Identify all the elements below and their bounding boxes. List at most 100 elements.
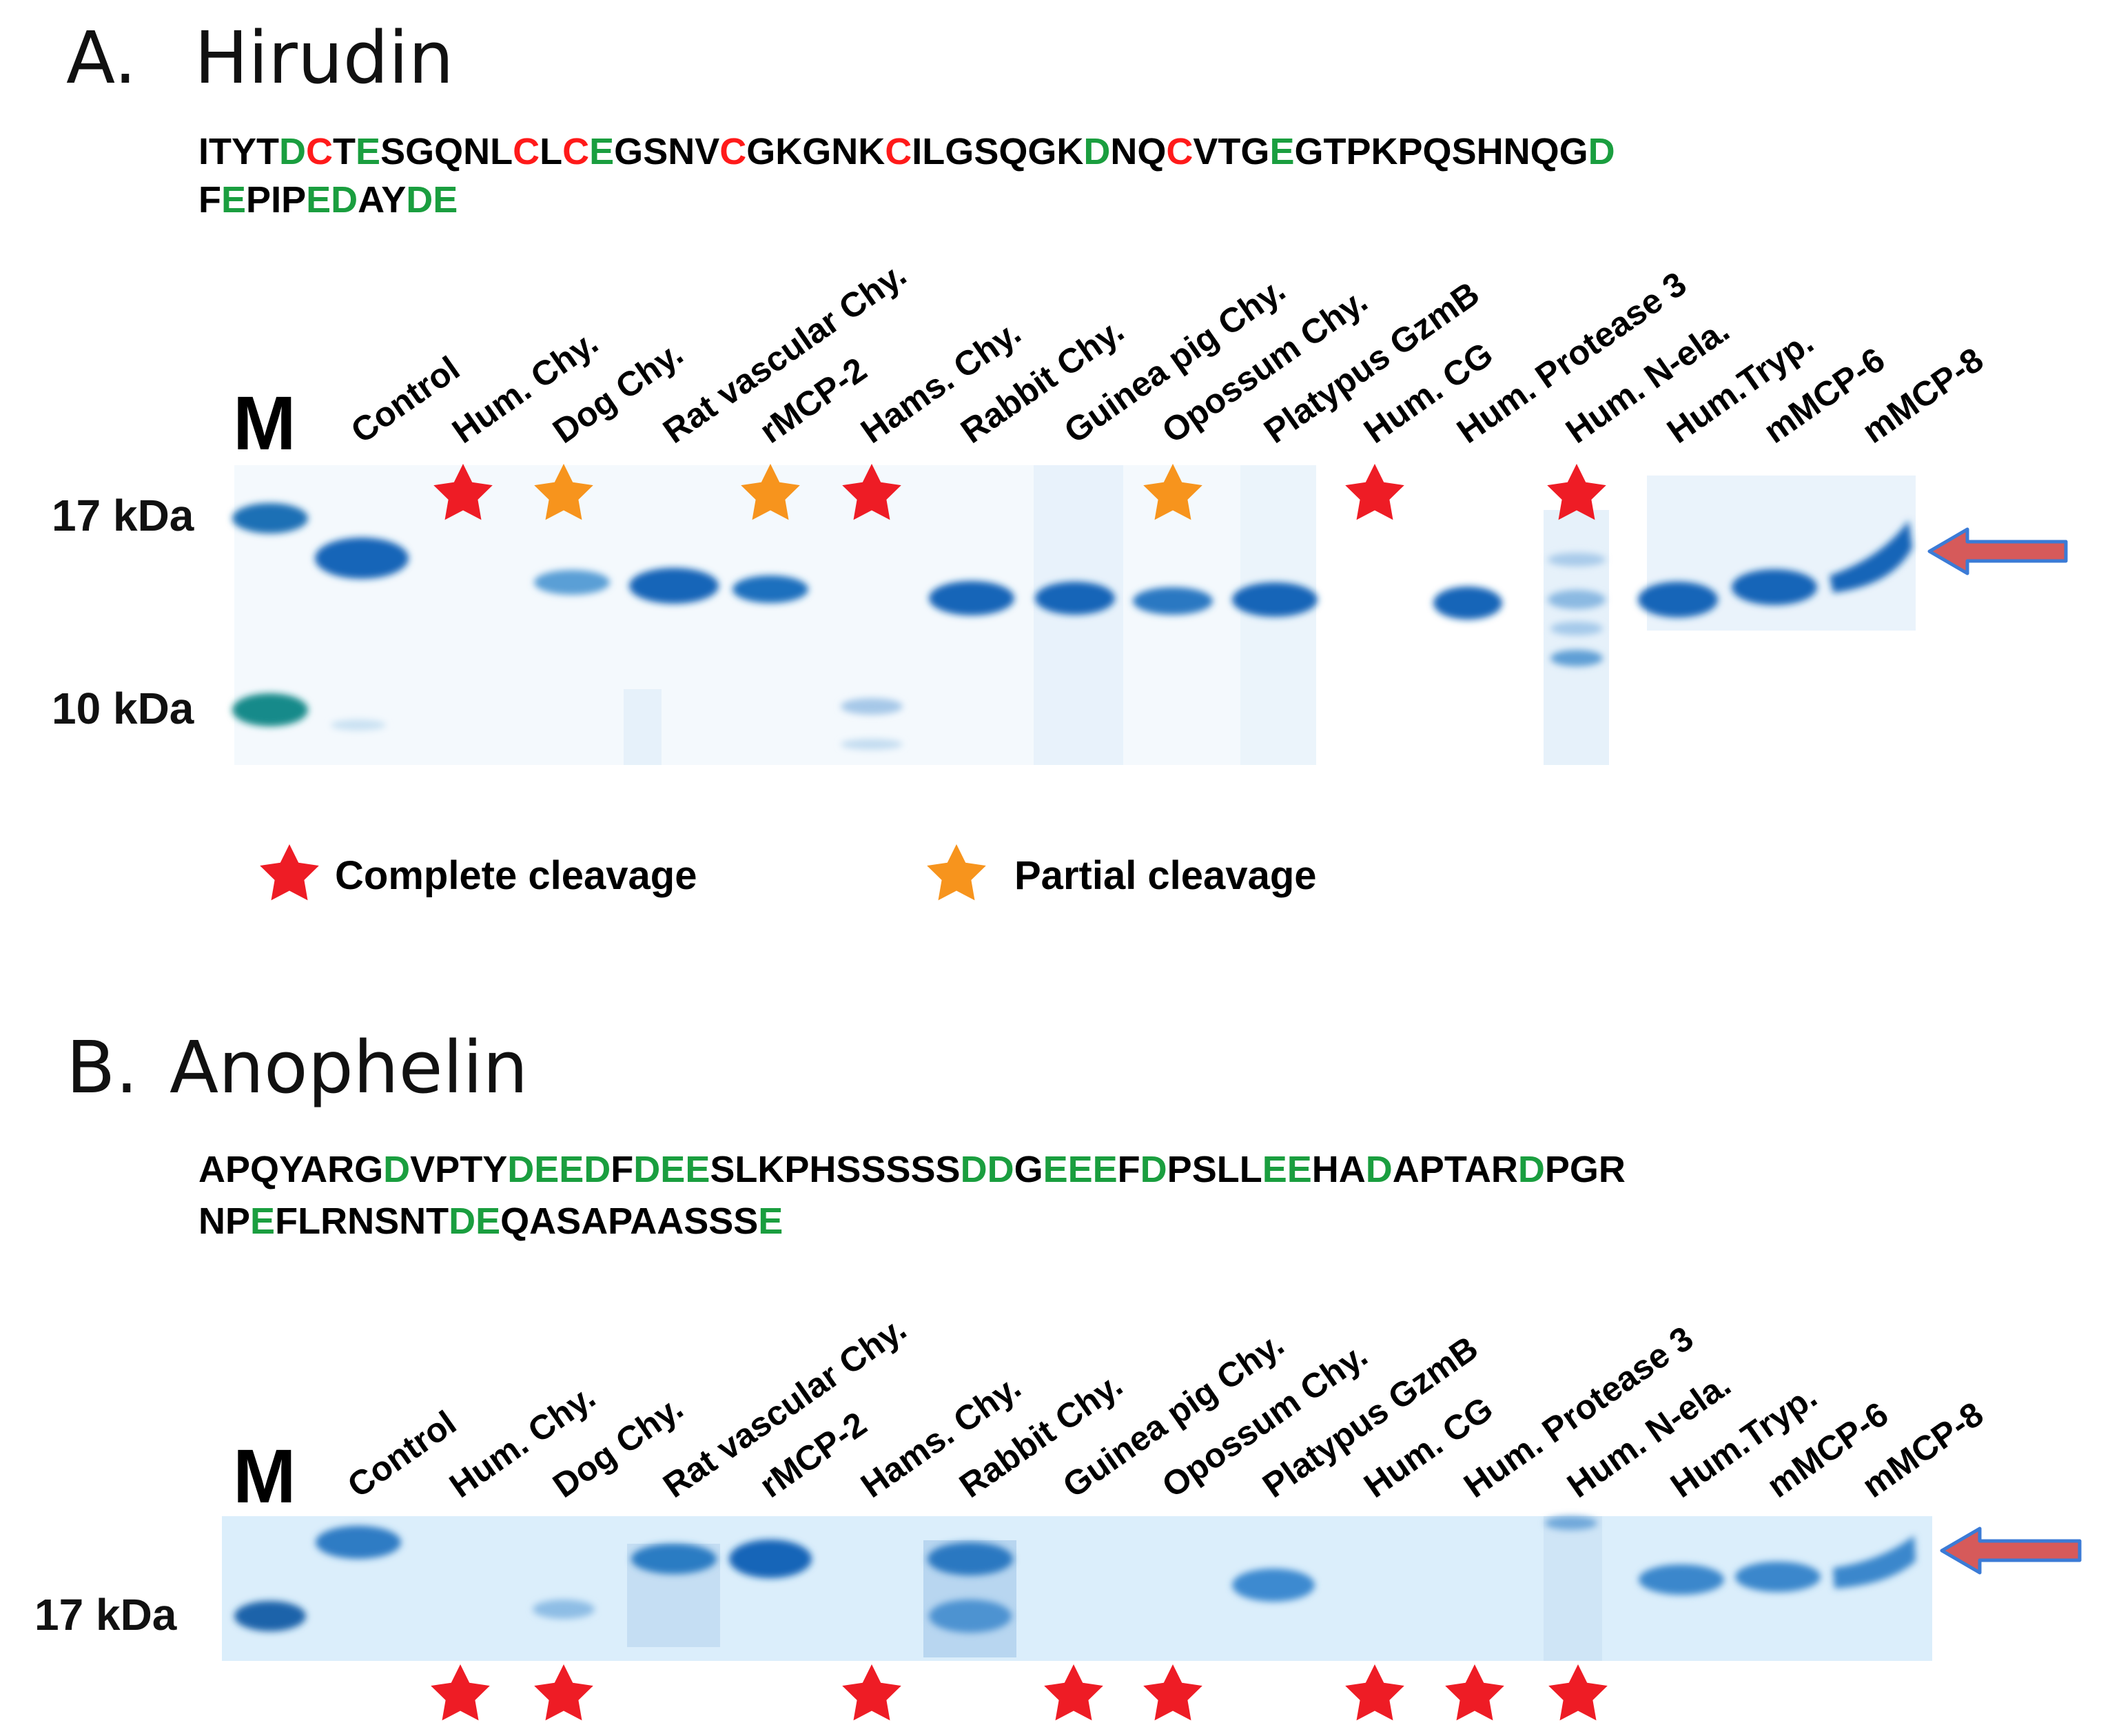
gel-a-band-guinea-pig-chy — [1035, 582, 1115, 615]
panel-b-line1-residue-41: L — [1217, 1149, 1240, 1190]
panel-b-line2-residue-6: R — [320, 1201, 347, 1242]
panel-a-line2-residue-4: I — [271, 179, 281, 221]
panel-b-line1-residue-46: A — [1339, 1149, 1366, 1190]
panel-b-sequence-line-1: APQYARGDVPTYDEEDFDEESLKPHSSSSSDDGEEEFDPS… — [198, 1149, 1626, 1190]
panel-a-arrow-icon — [1927, 527, 2068, 575]
panel-b-line1-residue-50: T — [1444, 1149, 1467, 1190]
panel-a-line1-residue-31: G — [945, 131, 974, 172]
gel-a-band-control — [315, 538, 409, 579]
panel-a-line2-residue-9: Y — [381, 179, 406, 221]
panel-a-line1-residue-18: G — [614, 131, 643, 172]
panel-b-star-complete-hum-protease-3-icon — [1445, 1664, 1504, 1721]
panel-b-marker-label: M — [233, 1434, 296, 1519]
panel-a-line1-residue-10: G — [405, 131, 434, 172]
panel-b-line1-residue-34: E — [1043, 1149, 1068, 1190]
panel-a-star-complete-hum-chy-icon — [433, 464, 493, 520]
panel-b-line1-residue-27: S — [861, 1149, 885, 1190]
panel-a-line1-residue-48: P — [1398, 131, 1423, 172]
gel-b-band-rat-vascular-chy — [631, 1544, 717, 1574]
panel-a-line1-residue-44: G — [1294, 131, 1323, 172]
panel-b-line1-residue-2: P — [225, 1149, 250, 1190]
panel-a-title: Hirudin — [194, 16, 454, 100]
panel-a-mw-17: 17 kDa — [52, 491, 194, 540]
panel-b-line2-residue-9: N — [399, 1201, 426, 1242]
panel-a-line1-residue-24: K — [775, 131, 802, 172]
panel-b-star-complete-dog-chy-icon — [534, 1664, 593, 1721]
panel-b-gel — [222, 1516, 1932, 1661]
gel-a-band-hams-chy-fragment-2 — [841, 739, 903, 750]
panel-b-line2-residue-12: E — [475, 1201, 500, 1242]
gel-a-band-hum-tryp — [1638, 582, 1718, 617]
panel-a-marker-label: M — [233, 381, 296, 466]
panel-b-star-complete-guinea-pig-chy-icon — [1044, 1664, 1103, 1721]
panel-b-line1-residue-19: E — [660, 1149, 685, 1190]
panel-a-line1-residue-27: K — [858, 131, 885, 172]
panel-b-mw-17: 17 kDa — [34, 1590, 177, 1640]
panel-b-line1-residue-47: D — [1366, 1149, 1393, 1190]
panel-b-line2-residue-8: S — [374, 1201, 399, 1242]
panel-b-line1-residue-3: Q — [250, 1149, 279, 1190]
panel-a-line1-residue-7: T — [333, 131, 356, 172]
panel-b-line1-residue-1: A — [198, 1149, 225, 1190]
panel-b-line1-residue-51: A — [1464, 1149, 1491, 1190]
panel-a-line1-residue-17: E — [589, 131, 614, 172]
panel-a-star-partial-dog-chy-icon — [534, 464, 593, 520]
gel-a-band-opossum-chy — [1133, 587, 1213, 615]
panel-b-line1-residue-13: D — [507, 1149, 534, 1190]
panel-a-line1-residue-45: T — [1323, 131, 1346, 172]
panel-b-line2-residue-13: Q — [500, 1201, 529, 1242]
panel-a-sequence-line-2: FEPIPEDAYDE — [198, 179, 458, 221]
panel-b-line2-residue-7: N — [347, 1201, 374, 1242]
panel-b-star-complete-opossum-chy-icon — [1143, 1664, 1202, 1721]
panel-b-line1-residue-43: E — [1262, 1149, 1287, 1190]
gel-a-band-rabbit-chy — [929, 581, 1014, 615]
panel-a-line1-residue-6: C — [306, 131, 333, 172]
panel-a: A. Hirudin ITYTDCTESGQNLCLCEGSNVCGKGNKCI… — [52, 16, 2068, 901]
gel-a-band-rat-vascular-chy — [629, 568, 719, 604]
panel-a-line1-residue-28: C — [885, 131, 912, 172]
panel-a-line1-residue-2: T — [209, 131, 232, 172]
panel-b-sequence-line-2: NPEFLRNSNTDEQASAPAASSSE — [198, 1201, 783, 1242]
gel-b-band-dog-chy — [533, 1600, 595, 1619]
panel-a-line1-residue-4: T — [256, 131, 279, 172]
legend-star-complete-shape — [260, 844, 319, 901]
panel-a-line2-residue-6: E — [306, 179, 331, 221]
gel-a-band-mmcp6 — [1732, 569, 1817, 605]
panel-a-line1-residue-8: E — [356, 131, 380, 172]
panel-a-line1-residue-47: K — [1371, 131, 1398, 172]
panel-b-line1-residue-42: L — [1240, 1149, 1262, 1190]
panel-a-line1-residue-35: K — [1056, 131, 1083, 172]
gel-b-band-mmcp6 — [1735, 1562, 1821, 1592]
panel-a-line1-residue-36: D — [1083, 131, 1110, 172]
panel-a-line1-residue-51: H — [1477, 131, 1504, 172]
panel-b-line2-residue-23: E — [758, 1201, 783, 1242]
panel-a-line2-residue-2: E — [221, 179, 246, 221]
panel-b-line1-residue-36: E — [1093, 1149, 1118, 1190]
panel-a-line1-residue-34: G — [1027, 131, 1056, 172]
panel-a-sequence-line-1: ITYTDCTESGQNLCLCEGSNVCGKGNKCILGSQGKDNQCV… — [198, 131, 1615, 172]
panel-b-line1-residue-48: A — [1393, 1149, 1420, 1190]
panel-b-line1-residue-49: P — [1420, 1149, 1444, 1190]
panel-a-line2-residue-7: D — [331, 179, 358, 221]
panel-a-cleavage-stars — [433, 464, 1606, 520]
panel-a-star-complete-hum-n-ela-icon — [1547, 464, 1606, 520]
gel-b-band-hum-protease3 — [1545, 1516, 1597, 1530]
panel-b-line1-residue-10: P — [435, 1149, 460, 1190]
panel-a-line1-residue-9: S — [380, 131, 405, 172]
gel-b-band-rabbit-chy-1 — [928, 1542, 1013, 1575]
panel-a-lane-label-control: Control — [344, 349, 467, 451]
gel-b-haze-hum-protease3 — [1544, 1516, 1602, 1661]
panel-b-line2-residue-2: P — [225, 1201, 250, 1242]
panel-b-star-complete-hum-cg-icon — [1345, 1664, 1404, 1721]
panel-b-line2-residue-11: D — [449, 1201, 475, 1242]
gel-a-marker-band-17 — [232, 503, 308, 533]
panel-b-line1-residue-25: H — [809, 1149, 836, 1190]
panel-a-star-complete-hams-chy-icon — [842, 464, 901, 520]
panel-b-line1-residue-55: G — [1570, 1149, 1599, 1190]
panel-b-cleavage-stars — [431, 1664, 1608, 1721]
legend-complete-label: Complete cleavage — [335, 853, 697, 898]
panel-b-line2-residue-5: L — [298, 1201, 320, 1242]
legend-star-partial-shape — [927, 844, 986, 901]
